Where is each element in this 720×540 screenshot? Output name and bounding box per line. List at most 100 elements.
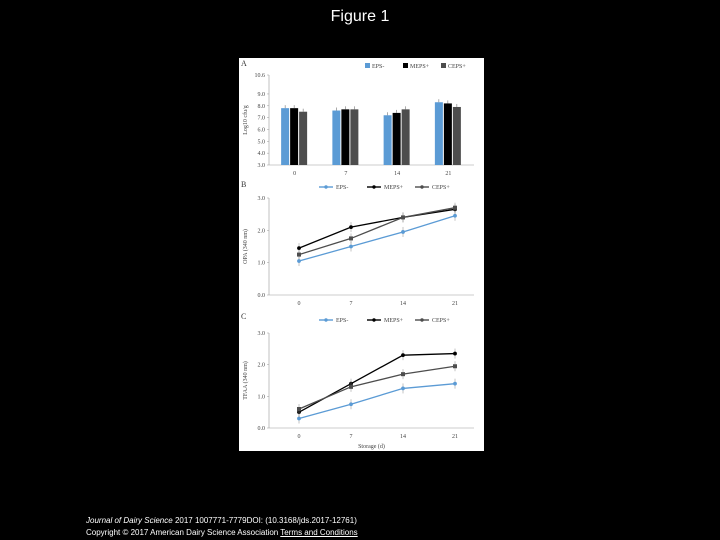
legend-swatch (365, 63, 370, 68)
legend-label: CEPS+ (432, 318, 450, 324)
terms-link[interactable]: Terms and Conditions (280, 528, 358, 537)
bar (341, 109, 350, 165)
data-point (401, 386, 405, 391)
data-point (401, 353, 405, 358)
y-tick-label: 3.0 (258, 163, 266, 169)
y-tick-label: 6.0 (258, 127, 266, 133)
series-line (298, 352, 456, 413)
y-tick-label: 9.0 (258, 92, 266, 98)
y-axis-label: TFAA (340 nm) (242, 361, 249, 400)
x-tick-label: 0 (298, 301, 301, 307)
legend-marker (324, 185, 328, 189)
series-line (298, 383, 456, 420)
legend-marker (372, 318, 376, 322)
data-point (349, 402, 353, 407)
citation-line: Journal of Dairy Science 2017 1007771-77… (86, 516, 357, 525)
legend-marker (420, 318, 424, 322)
bar (383, 115, 392, 165)
bar (281, 108, 290, 165)
bar (290, 108, 299, 165)
data-point (297, 416, 301, 421)
data-point (453, 364, 457, 369)
y-tick-label: 4.0 (258, 151, 266, 157)
y-tick-label: 3.0 (258, 196, 266, 202)
bar (434, 102, 443, 165)
x-tick-label: 14 (400, 301, 406, 307)
series-line (298, 207, 456, 256)
panel-label: C (241, 312, 246, 321)
bar (452, 106, 461, 165)
copyright-line: Copyright © 2017 American Dairy Science … (86, 528, 358, 537)
figure-svg: A EPS- MEPS+ CEPS+ 10.6 9.0 8.0 7.0 6.0 5.0 4.0 3.0… (241, 59, 474, 450)
x-tick-label: 7 (350, 301, 353, 307)
legend-swatch (403, 63, 408, 68)
series-line (298, 208, 456, 249)
y-tick-label: 10.6 (255, 73, 266, 79)
legend-label: EPS- (336, 185, 348, 191)
x-tick-label: 0 (298, 434, 301, 440)
panel-label: B (241, 180, 246, 189)
legend-label: MEPS+ (384, 318, 404, 324)
data-point (401, 372, 405, 377)
data-point (349, 236, 353, 241)
y-tick-label: 7.0 (258, 116, 266, 122)
y-tick-label: 0.0 (258, 426, 266, 432)
x-tick-label: 21 (452, 301, 458, 307)
page-title: Figure 1 (330, 8, 390, 25)
citation-doi: 2017 1007771-7779DOI: (10.3168/jds.2017-… (172, 516, 357, 525)
legend-label: CEPS+ (432, 185, 450, 191)
figure-panel: A EPS- MEPS+ CEPS+ 10.6 9.0 8.0 7.0 6.0 5.0 4.0 3.0… (239, 58, 484, 451)
data-point (349, 384, 353, 389)
data-point (349, 244, 353, 249)
bar (401, 109, 410, 165)
legend-label: EPS- (336, 318, 348, 324)
series-line (298, 215, 456, 262)
y-axis-label: OPA (340 nm) (242, 229, 249, 264)
data-point (401, 215, 405, 220)
x-tick-label: 0 (293, 171, 296, 177)
y-tick-label: 1.0 (258, 261, 266, 267)
data-point (297, 246, 301, 251)
legend-marker (372, 185, 376, 189)
data-point (297, 252, 301, 257)
panel-label: A (241, 59, 247, 68)
legend-marker (324, 318, 328, 322)
data-point (297, 259, 301, 263)
y-tick-label: 2.0 (258, 228, 266, 234)
x-tick-label: 7 (344, 171, 347, 177)
x-tick-label: 21 (452, 434, 458, 440)
data-point (453, 213, 457, 218)
bar (350, 109, 359, 165)
x-tick-label: 14 (394, 171, 400, 177)
bar (443, 103, 452, 165)
y-tick-label: 1.0 (258, 394, 266, 400)
bar (392, 112, 401, 165)
journal-name: Journal of Dairy Science (86, 516, 173, 525)
legend-label: EPS- (372, 64, 384, 70)
y-tick-label: 3.0 (258, 331, 266, 337)
data-point (349, 225, 353, 230)
data-point (297, 407, 301, 411)
x-tick-label: 21 (445, 171, 451, 177)
data-point (453, 205, 457, 210)
y-axis-label: Log10 cfu/g (242, 105, 249, 135)
y-tick-label: 0.0 (258, 293, 266, 299)
data-point (453, 381, 457, 386)
legend-label: CEPS+ (448, 64, 466, 70)
legend-swatch (441, 63, 446, 68)
y-tick-label: 2.0 (258, 363, 266, 369)
data-point (453, 351, 457, 356)
copyright-text: Copyright © 2017 American Dairy Science … (86, 528, 281, 537)
y-tick-label: 5.0 (258, 139, 266, 145)
legend-label: MEPS+ (384, 185, 404, 191)
x-tick-label: 7 (350, 434, 353, 440)
x-axis-label: Storage (d) (358, 443, 385, 450)
series-line (298, 365, 456, 410)
y-tick-label: 8.0 (258, 104, 266, 110)
data-point (401, 230, 405, 234)
bar (299, 111, 308, 165)
legend-marker (420, 185, 424, 189)
x-tick-label: 14 (400, 434, 406, 440)
legend-label: MEPS+ (410, 64, 430, 70)
bar (332, 110, 341, 165)
